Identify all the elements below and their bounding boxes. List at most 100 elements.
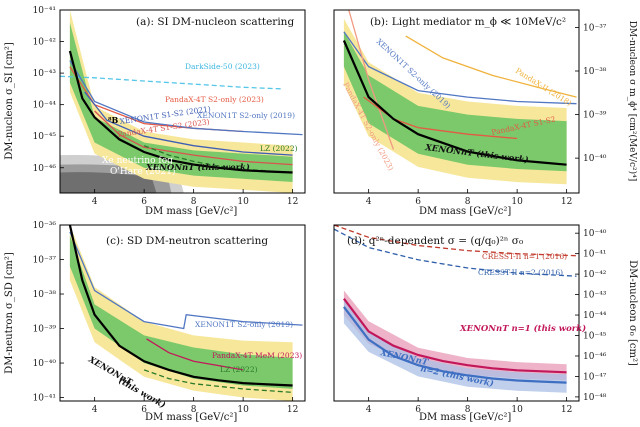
series-line-lz-2022	[143, 145, 293, 174]
x-tick-label: 8	[465, 197, 471, 207]
x-tick-label: 12	[287, 405, 298, 415]
series-line-pandax-ii-2018	[405, 35, 577, 98]
x-tick-label: 6	[415, 197, 421, 207]
panel-c-xlabel: DM mass [GeV/c²]	[145, 412, 237, 423]
panel-a-fog-label-2: O'Hare (2021)	[110, 166, 175, 177]
panel-a-ylabel: DM-nucleon σ_SI [cm²]	[4, 42, 15, 160]
panel-a-xlabel: DM mass [GeV/c²]	[145, 206, 237, 217]
panel-d-marks	[334, 225, 577, 393]
panel-b-title: (b): Light mediator m_ϕ ≪ 10MeV/c²	[370, 16, 566, 28]
y-tick-label: 10⁻⁴⁸	[583, 393, 607, 403]
panel-a-darkside-label: DarkSide-50 (2023)	[185, 62, 260, 71]
y-tick-label: 10⁻⁴⁶	[583, 352, 607, 362]
series-line-xenonnt-this-work	[342, 40, 567, 166]
panel-b-ticks: 4 6 8 10 12 10⁻³⁷ 10⁻³⁸ 10⁻³⁹ 10⁻⁴⁰	[366, 23, 607, 207]
panel-a-ticks: 4 6 8 10 12 10⁻⁴¹ 10⁻⁴² 10⁻⁴³ 10⁻⁴⁴ 10⁻⁴⁵ 10⁻⁴⁶	[33, 6, 299, 207]
y-tick-label: 10⁻⁴⁰	[583, 229, 607, 239]
x-tick-label: 8	[191, 405, 197, 415]
x-tick-label: 4	[366, 405, 372, 415]
series-line-lz-2022	[143, 369, 293, 394]
panel-d-cresst1-label: CRESST-II n=1 (2016)	[482, 252, 567, 261]
y-tick-label: 10⁻⁴⁷	[583, 372, 607, 382]
x-tick-label: 12	[561, 405, 572, 415]
panel-d-frame	[333, 224, 580, 402]
x-tick-label: 6	[415, 405, 421, 415]
panel-d-ticks: 4 6 8 10 12 10⁻⁴⁰ 10⁻⁴¹ 10⁻⁴² 10⁻⁴³ 10⁻⁴⁴ 10⁻⁴⁵ 10⁻…	[366, 229, 607, 415]
neutrino-fog-inner	[60, 172, 157, 193]
series-line-xenonnt-this-work	[68, 225, 293, 387]
panel-a-pandax-s2-label: PandaX-4T S2-only (2023)	[165, 95, 264, 104]
panel-a-xnt-label: XENONnT (this work)	[145, 162, 250, 173]
panel-a-x1t-s2-label: XENON1T S2-only (2019)	[197, 111, 295, 120]
x-tick-label: 4	[92, 197, 98, 207]
panel-a-fog-label-1: Xe neutrino fog	[102, 156, 173, 166]
y-tick-label: 10⁻³⁹	[583, 111, 607, 121]
y-tick-label: 10⁻⁴²	[33, 38, 57, 48]
y-tick-label: 10⁻⁴⁰	[33, 359, 57, 369]
y-tick-label: 10⁻⁴⁰	[583, 154, 607, 164]
x-tick-label: 10	[237, 197, 249, 207]
panel-c-lz-label: LZ (2022)	[220, 365, 258, 374]
x-tick-label: 12	[561, 197, 572, 207]
panel-a-boron-label: ⁸B	[108, 115, 119, 125]
panel-c: 4 6 8 10 12 10⁻³⁶ 10⁻³⁷ 10⁻³⁸ 10⁻³⁹ 10⁻⁴⁰ 10⁻⁴¹ (c…	[33, 221, 306, 415]
panel-c-marks	[68, 225, 303, 401]
y-tick-label: 10⁻³⁸	[583, 67, 607, 77]
y-tick-label: 10⁻⁴²	[583, 270, 607, 280]
panel-a-title: (a): SI DM-nucleon scattering	[136, 16, 294, 28]
y-tick-label: 10⁻⁴¹	[583, 250, 606, 260]
x-tick-label: 10	[511, 405, 523, 415]
y-tick-label: 10⁻⁴⁶	[33, 164, 57, 174]
x-tick-label: 8	[465, 405, 471, 415]
series-line-pandax-4t-s2-only-2023	[348, 10, 395, 150]
panel-a: 4 6 8 10 12 10⁻⁴¹ 10⁻⁴² 10⁻⁴³ 10⁻⁴⁴ 10⁻⁴⁵ 10⁻⁴⁶ (a…	[33, 6, 306, 207]
series-line-pandax-4t-mem-2023	[146, 338, 244, 371]
x-tick-label: 4	[366, 197, 372, 207]
panel-d-xnt1-label: XENONnT n=1 (this work)	[459, 323, 586, 334]
y-tick-label: 10⁻³⁶	[33, 221, 57, 231]
panel-b-frame	[333, 9, 580, 194]
y-tick-label: 10⁻³⁷	[33, 256, 57, 266]
y-tick-label: 10⁻⁴³	[583, 291, 607, 301]
series-line-xenon1t-s1-s2-2021	[84, 91, 293, 156]
y-tick-label: 10⁻⁴³	[33, 69, 57, 79]
x-tick-label: 12	[287, 197, 298, 207]
y-tick-label: 10⁻⁴¹	[33, 394, 56, 404]
y-tick-label: 10⁻⁴⁵	[583, 332, 607, 342]
series-line-xenonnt-this-work	[68, 50, 293, 174]
panel-c-ylabel: DM-neutron σ_SD [cm²]	[4, 252, 15, 374]
panel-d-title: (d): q²ⁿ-dependent σ = (q/q₀)²ⁿ σ₀	[347, 235, 523, 247]
series-line-cresst-ii-n-1-2016	[334, 225, 577, 257]
panel-b: 4 6 8 10 12 10⁻³⁷ 10⁻³⁸ 10⁻³⁹ 10⁻⁴⁰ (b): Light m…	[333, 9, 607, 207]
y-tick-label: 10⁻⁴⁴	[583, 311, 607, 321]
panel-a-frame	[59, 9, 306, 194]
panel-c-frame	[59, 224, 306, 402]
panel-c-plot: 4 6 8 10 12 10⁻³⁶ 10⁻³⁷ 10⁻³⁸ 10⁻³⁹ 10⁻⁴⁰ 10⁻⁴¹	[33, 221, 303, 415]
y-tick-label: 10⁻³⁷	[583, 23, 607, 33]
x-tick-label: 4	[92, 405, 98, 415]
y-tick-label: 10⁻⁴¹	[33, 6, 56, 16]
band-1sigma	[69, 235, 293, 389]
y-tick-label: 10⁻⁴⁵	[33, 132, 57, 142]
panel-c-title: (c): SD DM-neutron scattering	[106, 235, 268, 247]
series-line-darkside-50-2023	[60, 75, 283, 90]
y-tick-label: 10⁻³⁸	[33, 290, 57, 300]
panel-c-ticks: 4 6 8 10 12 10⁻³⁶ 10⁻³⁷ 10⁻³⁸ 10⁻³⁹ 10⁻⁴⁰ 10⁻⁴¹	[33, 221, 299, 415]
panel-b-plot: 4 6 8 10 12 10⁻³⁷ 10⁻³⁸ 10⁻³⁹ 10⁻⁴⁰	[342, 10, 607, 207]
series-line-xenon1t-s2-only-2019	[69, 231, 303, 330]
series-line-pandax-4t-s1-s2-2023	[94, 110, 293, 166]
panel-a-lz-label: LZ (2022)	[260, 144, 298, 153]
x-tick-label: 6	[141, 405, 147, 415]
panel-b-marks	[342, 10, 577, 185]
x-tick-label: 6	[141, 197, 147, 207]
series-line-xenonnt-n-2-this-work	[343, 306, 567, 384]
panel-c-pandax-mem-label: PandaX-4T MeM (2023)	[212, 351, 302, 360]
panel-a-plot: 4 6 8 10 12 10⁻⁴¹ 10⁻⁴² 10⁻⁴³ 10⁻⁴⁴ 10⁻⁴⁵ 10⁻⁴⁶	[33, 6, 303, 207]
band-1sigma	[343, 31, 567, 172]
panel-d: 4 6 8 10 12 10⁻⁴⁰ 10⁻⁴¹ 10⁻⁴² 10⁻⁴³ 10⁻⁴⁴ 10⁻⁴⁵ 10⁻…	[333, 224, 607, 415]
panel-d-cresst2-label: CRESST-II n=2 (2016)	[478, 268, 563, 277]
series-line-xenon1t-s2-only-2019	[69, 60, 303, 136]
panel-d-plot: 4 6 8 10 12 10⁻⁴⁰ 10⁻⁴¹ 10⁻⁴² 10⁻⁴³ 10⁻⁴⁴ 10⁻⁴⁵ 10⁻…	[334, 225, 607, 415]
panel-b-xlabel: DM mass [GeV/c²]	[419, 206, 511, 217]
